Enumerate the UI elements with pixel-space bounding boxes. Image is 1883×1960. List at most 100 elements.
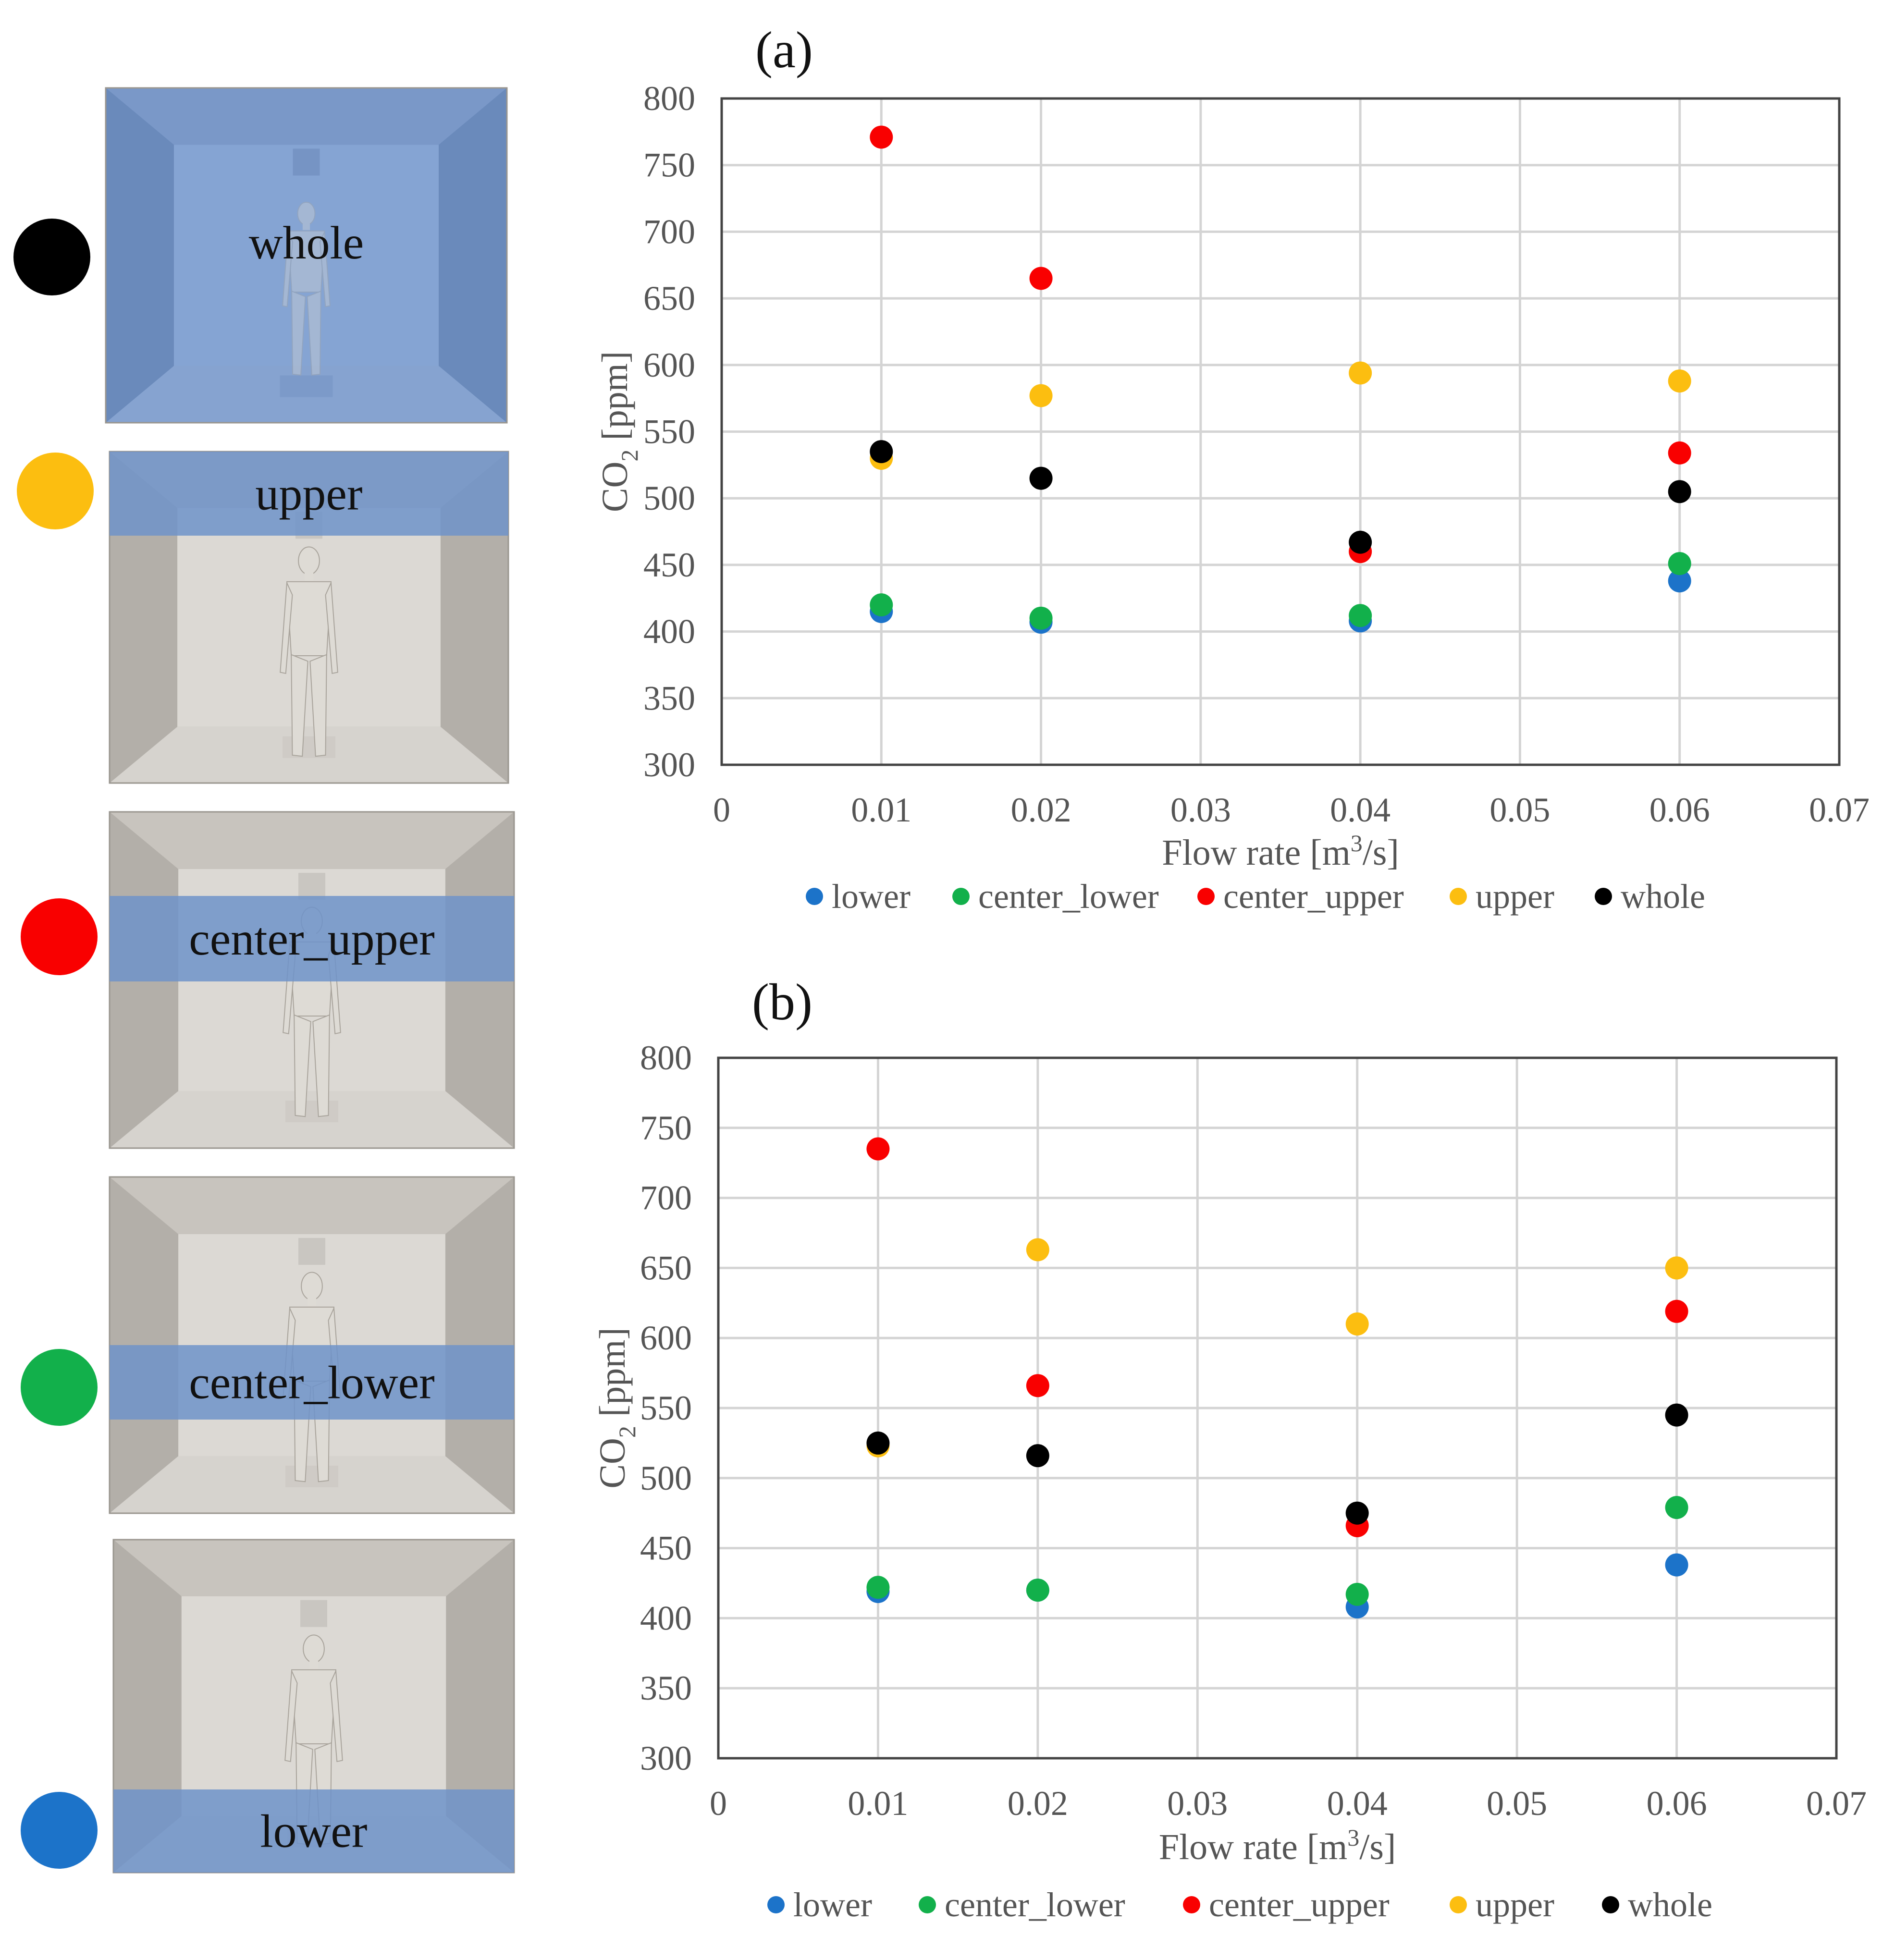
- legend-label: lower: [793, 1886, 872, 1924]
- data-point-whole: [1665, 1403, 1688, 1427]
- zone-marker-dot: [21, 1792, 98, 1869]
- x-tick-label: 0.05: [1487, 1784, 1547, 1823]
- legend-label: center_upper: [1209, 1886, 1390, 1924]
- y-tick-label: 400: [643, 612, 695, 651]
- zone-band: [110, 1345, 514, 1420]
- zone-band: [110, 896, 514, 981]
- data-point-center-upper: [866, 1137, 890, 1161]
- human-figure: [280, 546, 338, 757]
- y-tick-label: 600: [640, 1319, 692, 1357]
- x-tick-label: 0.03: [1170, 791, 1231, 829]
- data-point-center-upper: [870, 125, 893, 149]
- legend-label: upper: [1476, 1886, 1554, 1924]
- plot-frame: [720, 97, 1841, 766]
- legend-marker: [806, 888, 823, 905]
- y-tick-label: 350: [643, 679, 695, 717]
- y-tick-label: 500: [643, 479, 695, 517]
- x-tick-label: 0.01: [851, 791, 911, 829]
- zone-marker-dot: [13, 219, 90, 295]
- zone-whole: whole: [13, 87, 508, 424]
- data-point-upper: [1668, 369, 1691, 393]
- x-tick-label: 0.06: [1647, 1784, 1707, 1823]
- panel-label: (a): [755, 22, 813, 79]
- y-tick-label: 350: [640, 1669, 692, 1707]
- panel-label: (b): [752, 974, 812, 1031]
- data-point-center-upper: [1026, 1374, 1049, 1397]
- x-tick-label: 0.02: [1011, 791, 1071, 829]
- legend-marker: [767, 1896, 785, 1913]
- data-point-upper: [1665, 1256, 1688, 1280]
- x-axis-title: Flow rate [m3/s]: [1159, 1824, 1396, 1867]
- legend-label: upper: [1476, 877, 1554, 916]
- zone-label: upper: [255, 468, 362, 520]
- legend-item-center-lower: center_lower: [952, 877, 1159, 916]
- zone-lower: lower: [21, 1539, 515, 1874]
- x-axis-title: Flow rate [m3/s]: [1162, 830, 1399, 873]
- y-tick-label: 550: [640, 1389, 692, 1427]
- data-point-whole: [1349, 530, 1372, 554]
- x-tick-label: 0.07: [1809, 791, 1870, 829]
- data-point-center-upper: [1665, 1299, 1688, 1323]
- legend-label: whole: [1628, 1886, 1712, 1924]
- y-tick-label: 450: [640, 1529, 692, 1568]
- y-tick-label: 750: [643, 146, 695, 184]
- plot-frame: [717, 1056, 1838, 1760]
- zone-label: whole: [249, 217, 364, 269]
- data-point-whole: [1026, 1444, 1049, 1468]
- data-point-whole: [1668, 480, 1691, 503]
- x-tick-label: 0.01: [848, 1784, 908, 1823]
- data-point-center-lower: [1349, 604, 1372, 627]
- zone-marker-dot: [21, 1349, 98, 1426]
- x-tick-label: 0.03: [1167, 1784, 1228, 1823]
- legend-label: whole: [1621, 877, 1705, 916]
- y-tick-label: 700: [643, 212, 695, 251]
- human-figure: [282, 201, 331, 376]
- legend-item-center-upper: center_upper: [1183, 1886, 1390, 1924]
- y-tick-label: 450: [643, 546, 695, 584]
- y-axis-title: CO2 [ppm]: [595, 351, 643, 512]
- legend-item-center-upper: center_upper: [1197, 877, 1404, 916]
- room-box: [105, 87, 508, 424]
- zone-label: lower: [260, 1806, 367, 1858]
- data-point-upper: [1349, 361, 1372, 385]
- data-point-center-lower: [870, 593, 893, 617]
- zone-marker-dot: [17, 453, 94, 529]
- zone-marker-dot: [21, 898, 98, 975]
- legend-label: center_lower: [978, 877, 1159, 916]
- legend-marker: [1595, 888, 1612, 905]
- legend-item-lower: lower: [806, 877, 911, 916]
- data-point-whole: [1345, 1501, 1369, 1525]
- y-tick-label: 750: [640, 1109, 692, 1147]
- data-point-upper: [1029, 384, 1053, 407]
- x-tick-label: 0: [713, 791, 730, 829]
- y-tick-label: 500: [640, 1459, 692, 1497]
- legend-label: center_lower: [945, 1886, 1125, 1924]
- y-tick-label: 600: [643, 346, 695, 384]
- y-tick-label: 400: [640, 1599, 692, 1637]
- y-tick-label: 550: [643, 413, 695, 451]
- zone-center-lower: center_lower: [21, 1176, 515, 1514]
- data-point-upper: [1026, 1238, 1049, 1262]
- legend: lower center_lower center_upper upper whole: [767, 1886, 1712, 1924]
- legend-item-upper: upper: [1450, 877, 1554, 916]
- x-tick-label: 0.04: [1327, 1784, 1388, 1823]
- zone-center-upper: center_upper: [21, 811, 515, 1149]
- x-tick-label: 0.02: [1008, 1784, 1068, 1823]
- y-tick-label: 700: [640, 1179, 692, 1217]
- y-tick-label: 650: [640, 1249, 692, 1287]
- x-tick-label: 0.05: [1489, 791, 1550, 829]
- legend-marker: [1602, 1896, 1619, 1913]
- data-point-center-lower: [1668, 552, 1691, 576]
- y-tick-label: 300: [643, 746, 695, 784]
- data-point-whole: [1029, 466, 1053, 490]
- data-point-center-upper: [1668, 441, 1691, 465]
- legend-item-center-lower: center_lower: [919, 1886, 1125, 1924]
- legend-item-whole: whole: [1595, 877, 1705, 916]
- data-point-center-lower: [866, 1576, 890, 1599]
- zone-band: [113, 1789, 514, 1873]
- legend-label: center_upper: [1223, 877, 1404, 916]
- x-tick-label: 0.06: [1649, 791, 1710, 829]
- charts: (a) 0 0.01 0.02 0.03 0.04 0.05 0.06 0.07 300 350 40…: [592, 22, 1870, 1924]
- zone-band: [110, 452, 508, 536]
